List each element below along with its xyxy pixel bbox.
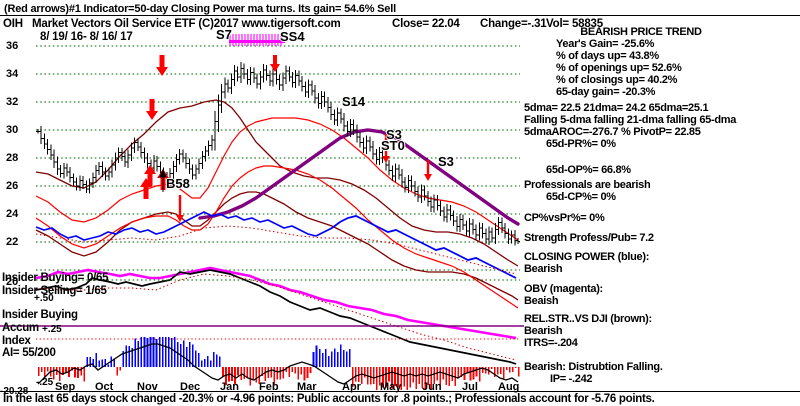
stat-closings-up: % of closings up= 40.2% — [556, 74, 678, 86]
ip-value: IP= -.242 — [550, 373, 593, 385]
annotation-ss4: SS4 — [280, 29, 305, 44]
y-tick-36: 36 — [6, 40, 19, 52]
month-jan: Jan — [220, 381, 239, 393]
annotation-st0: ST0 — [381, 138, 405, 153]
professionals-status: Professionals are bearish — [524, 179, 651, 191]
month-aug: Aug — [498, 381, 520, 393]
month-oct: Oct — [95, 381, 114, 393]
strength-profess-pub: Strength Profess/Pub= 7.2 — [524, 232, 654, 244]
aroc-pivot: 5dmaAROC=-276.7 % PivotP= 22.85 — [524, 126, 701, 138]
insider-buying-label: Insider Buying= 0/65 — [2, 272, 109, 284]
relstr-value: Bearish — [524, 325, 563, 337]
y-tick-20: 20 — [6, 276, 19, 288]
accum-scale-minus25: -.25 — [36, 377, 54, 388]
ai-value: AI= 55/200 — [2, 347, 56, 359]
accum-scale-plus25: +.25 — [42, 324, 62, 335]
accum-smoothing-line — [37, 343, 519, 385]
analysis-panel: BEARISH PRICE TREND Year's Gain= -25.6% … — [524, 26, 800, 385]
cp-percent: 65d-CP%= 0% — [546, 191, 616, 203]
insider-selling-label: Insider Selling= 1/65 — [2, 285, 107, 297]
stat-days-up: % of days up= 43.8% — [556, 50, 659, 62]
upper-inner-band — [35, 117, 519, 241]
month-sep: Sep — [55, 381, 76, 393]
ticker-symbol: OIH — [3, 18, 23, 30]
accum-label-line3: Index — [2, 335, 31, 347]
closing-power-value: Bearish — [524, 263, 563, 275]
annotation-s7: S7 — [216, 27, 232, 42]
op-percent: 65d-OP%= 66.8% — [546, 164, 631, 176]
obv-value: Beaish — [524, 295, 559, 307]
closing-power-line-right — [315, 215, 517, 279]
month-dec: Dec — [180, 381, 201, 393]
obv-scale-plus50: +.50 — [34, 293, 54, 304]
month-feb: Feb — [259, 381, 279, 393]
closing-power-title: CLOSING POWER (blue): — [524, 251, 650, 263]
month-nov: Nov — [137, 381, 158, 393]
month-jun: Jun — [422, 381, 442, 393]
pr-percent: 65d-PR%= 0% — [546, 138, 616, 150]
y-tick-28: 28 — [6, 152, 19, 164]
signal-marker-magenta — [229, 34, 285, 46]
y-tick-22: 22 — [6, 236, 19, 248]
itrs-value: ITRS=-.204 — [524, 337, 578, 349]
obv-reference-line — [35, 273, 517, 361]
y-tick-34: 34 — [6, 68, 19, 80]
annotation-s14: S14 — [342, 94, 366, 109]
obv-line-black — [35, 269, 517, 365]
stat-65day-gain: 65-day gain= -20.3% — [556, 86, 656, 98]
dma-trend: Falling 5-dma falling 21-dma falling 65-… — [524, 114, 737, 126]
month-jul: Jul — [462, 381, 478, 393]
accum-label-line1: Insider Buying — [2, 309, 78, 321]
sell-arrows-down — [146, 55, 432, 222]
b58-up-arrow — [159, 168, 167, 192]
y-tick-26: 26 — [6, 180, 19, 192]
footer-divider — [0, 391, 800, 392]
distribution-status: Bearish: Distrubtion Falling. — [524, 361, 663, 373]
close-price: Close= 22.04 — [392, 18, 460, 30]
month-may: May — [380, 381, 402, 393]
annotation-b58: B58 — [166, 176, 190, 191]
accum-label-line2: Accum — [2, 322, 39, 334]
footer-summary: In the last 65 days stock changed -20.3%… — [3, 393, 655, 405]
moving-average-line — [198, 128, 520, 226]
dma-values: 5dma= 22.5 21dma= 24.2 65dma=25.1 — [524, 102, 709, 114]
closing-power-reference-line — [35, 225, 517, 275]
volume: Vol= 58835 — [546, 18, 603, 30]
price-change: Change=-.31 — [480, 18, 547, 30]
relstr-title: REL.STR..VS DJI (brown): — [524, 313, 652, 325]
month-apr: Apr — [342, 381, 361, 393]
obv-title: OBV (magenta): — [524, 283, 603, 295]
y-tick-24: 24 — [6, 208, 19, 220]
header-divider — [0, 15, 800, 16]
stat-openings-up: % of openings up= 52.6% — [556, 62, 682, 74]
panel-title: BEARISH PRICE TREND — [580, 26, 702, 38]
closing-power-line — [35, 211, 317, 241]
y-tick-32: 32 — [6, 96, 19, 108]
annotation-s3-right: S3 — [438, 154, 454, 169]
indicator-headline: (Red arrows)#1 Indicator=50-day Closing … — [4, 3, 396, 15]
date-range: 8/ 19/ 16- 8/ 16/ 17 — [40, 31, 133, 43]
lower-inner-band — [35, 165, 519, 309]
lower-envelope-band — [35, 191, 519, 301]
security-name: Market Vectors Oil Service ETF (C)2017 w… — [32, 18, 341, 30]
price-chart-canvas[interactable] — [0, 22, 524, 390]
stat-years-gain: Year's Gain= -25.6% — [556, 38, 655, 50]
y-tick-30: 30 — [6, 124, 19, 136]
annotation-s3-mid: S3 — [386, 127, 402, 142]
month-mar: Mar — [297, 381, 317, 393]
cp-vs-pr: CP%vsPr%= 0% — [524, 212, 605, 224]
